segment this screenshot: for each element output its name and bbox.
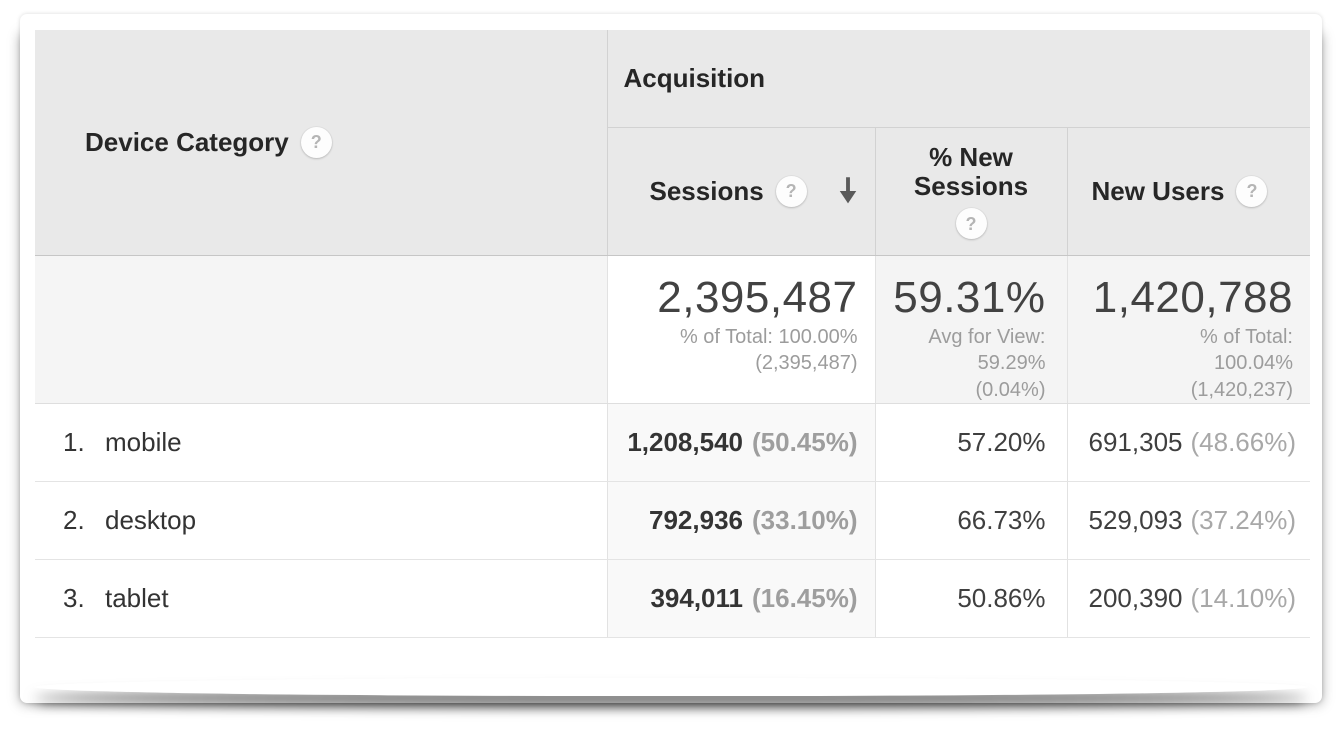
dimension-cell: 3. tablet: [35, 559, 607, 639]
header-row-group: Device Category ? Acquisition: [35, 30, 1310, 256]
column-header-new-users[interactable]: New Users ?: [1066, 127, 1310, 256]
pct-new-sessions-cell: 50.86%: [874, 559, 1067, 639]
sessions-cell: 394,011 (16.45%): [606, 559, 875, 639]
sessions-total: 2,395,487: [657, 272, 858, 322]
sessions-label: Sessions: [649, 175, 764, 206]
help-icon[interactable]: ?: [775, 175, 807, 207]
column-header-device-category[interactable]: Device Category ?: [35, 30, 607, 256]
group-header-acquisition: Acquisition: [606, 30, 1310, 128]
device-link-tablet[interactable]: tablet: [105, 583, 169, 614]
summary-new-users-cell: 1,420,788 % of Total: 100.04% (1,420,237…: [1066, 255, 1310, 405]
help-icon[interactable]: ?: [300, 126, 332, 158]
summary-row: 2,395,487 % of Total: 100.00% (2,395,487…: [35, 255, 1310, 405]
new-users-value: 200,390: [1088, 583, 1183, 614]
device-link-desktop[interactable]: desktop: [105, 505, 197, 536]
sort-descending-icon[interactable]: [837, 177, 859, 205]
sessions-share: (50.45%): [752, 427, 858, 458]
table-row: 3. tablet 394,011 (16.45%) 50.86% 200,390(…: [35, 559, 1310, 639]
new-users-total-detail: % of Total: 100.04% (1,420,237): [1190, 326, 1293, 401]
device-category-table: Device Category ? Acquisition Sessions ?: [35, 30, 1310, 639]
column-header-pct-new-sessions[interactable]: % New Sessions ?: [874, 127, 1067, 256]
new-users-label: New Users: [1091, 175, 1225, 206]
summary-sessions-cell: 2,395,487 % of Total: 100.00% (2,395,487…: [606, 255, 875, 405]
pct-new-sessions-cell: 57.20%: [874, 403, 1067, 483]
new-users-value: 529,093: [1088, 505, 1183, 536]
dimension-cell: 2. desktop: [35, 481, 607, 561]
new-users-share: (48.66%): [1190, 427, 1297, 458]
pct-new-sessions-value: 50.86%: [957, 583, 1046, 614]
help-icon[interactable]: ?: [1236, 175, 1268, 207]
row-rank: 2.: [63, 505, 85, 536]
pct-new-sessions-total: 59.31%: [893, 272, 1046, 322]
pct-new-sessions-cell: 66.73%: [874, 481, 1067, 561]
new-users-cell: 200,390 (14.10%): [1066, 559, 1310, 639]
pct-new-sessions-label-line2: Sessions: [913, 171, 1029, 201]
new-users-value: 691,305: [1088, 427, 1183, 458]
row-rank: 1.: [63, 427, 85, 458]
summary-dimension-cell: [35, 255, 607, 405]
dimension-cell: 1. mobile: [35, 403, 607, 483]
pct-new-sessions-value: 57.20%: [957, 427, 1046, 458]
table-row: 2. desktop 792,936 (33.10%) 66.73% 529,093…: [35, 481, 1310, 561]
sessions-total-detail: % of Total: 100.00% (2,395,487): [679, 326, 858, 375]
sessions-cell: 792,936 (33.10%): [606, 481, 875, 561]
new-users-share: (37.24%): [1190, 505, 1297, 536]
new-users-cell: 691,305 (48.66%): [1066, 403, 1310, 483]
column-header-sessions[interactable]: Sessions ?: [606, 127, 875, 256]
report-card: Device Category ? Acquisition Sessions ?: [20, 14, 1322, 703]
pct-new-sessions-total-detail: Avg for View: 59.29% (0.04%): [928, 326, 1046, 401]
help-icon[interactable]: ?: [955, 208, 987, 240]
sessions-value: 1,208,540: [627, 427, 743, 458]
acquisition-label: Acquisition: [623, 62, 766, 93]
new-users-total: 1,420,788: [1092, 272, 1293, 322]
sessions-share: (33.10%): [752, 505, 858, 536]
sessions-share: (16.45%): [752, 583, 858, 614]
device-category-label: Device Category: [85, 126, 289, 157]
summary-pct-new-sessions-cell: 59.31% Avg for View: 59.29% (0.04%): [874, 255, 1067, 405]
new-users-share: (14.10%): [1190, 583, 1297, 614]
sessions-value: 792,936: [649, 505, 743, 536]
table-row: 1. mobile 1,208,540 (50.45%) 57.20% 691,30…: [35, 403, 1310, 483]
pct-new-sessions-value: 66.73%: [957, 505, 1046, 536]
sessions-cell: 1,208,540 (50.45%): [606, 403, 875, 483]
row-rank: 3.: [63, 583, 85, 614]
header-row-metrics: Sessions ? % New Sessions ?: [35, 127, 1310, 256]
device-category-header-content: Device Category ?: [85, 126, 607, 158]
new-users-cell: 529,093 (37.24%): [1066, 481, 1310, 561]
pct-new-sessions-label-line1: % New: [929, 141, 1013, 172]
sessions-value: 394,011: [650, 583, 743, 614]
device-link-mobile[interactable]: mobile: [105, 427, 182, 458]
